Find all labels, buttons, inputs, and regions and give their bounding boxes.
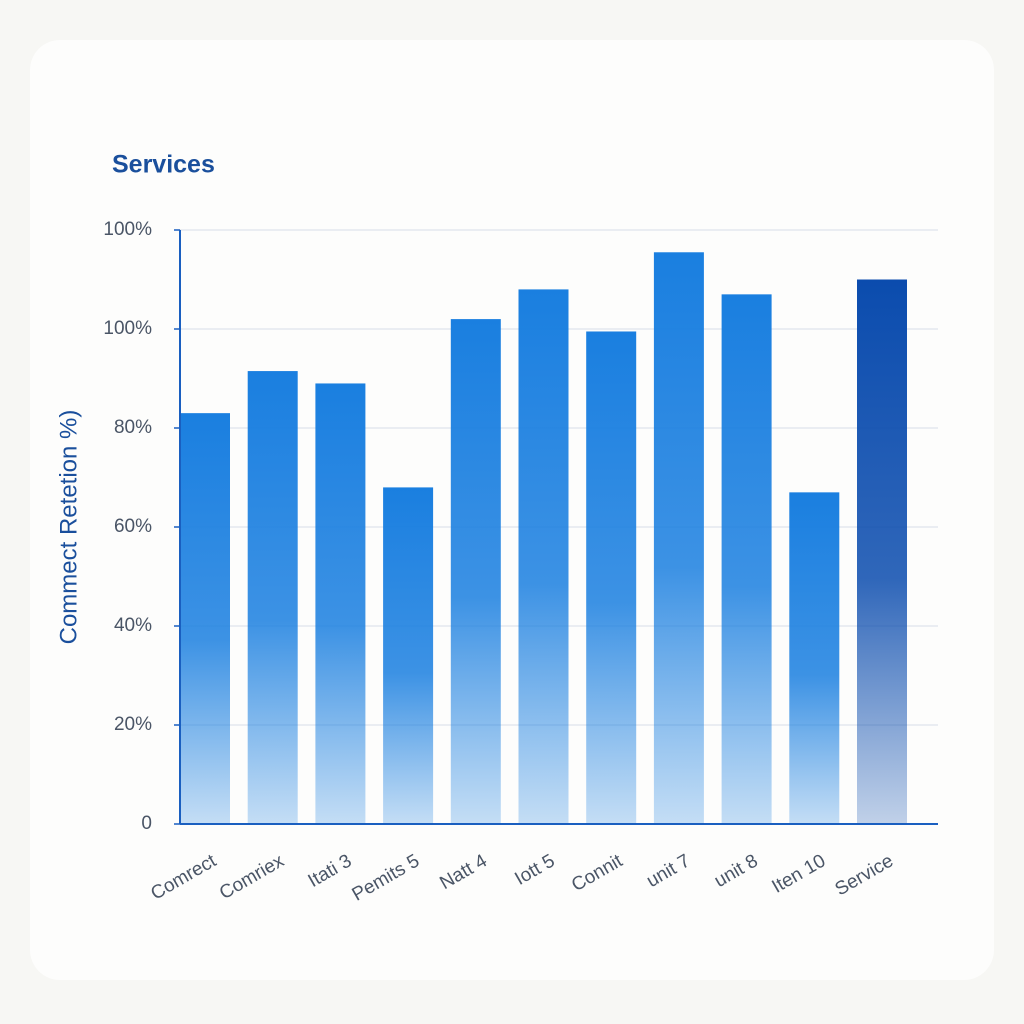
bar: [450, 319, 501, 824]
bar: [383, 487, 434, 824]
card: [30, 40, 994, 980]
y-axis-label: Commect Retetion %): [55, 410, 82, 645]
bar: [518, 289, 569, 824]
bar: [653, 252, 704, 824]
y-tick-label: 80%: [114, 417, 152, 438]
bar: [315, 383, 366, 824]
y-tick-label: 40%: [114, 615, 152, 636]
bar: [857, 279, 907, 824]
bar: [180, 413, 230, 824]
y-tick-label: 100%: [103, 318, 152, 339]
chart-title: Services: [112, 151, 215, 179]
y-tick-label: 20%: [114, 714, 152, 735]
bar: [721, 294, 772, 825]
y-tick-label: 60%: [114, 516, 152, 537]
y-tick-label: 0: [141, 813, 152, 834]
y-tick-label: 100%: [103, 219, 152, 240]
bar: [586, 331, 637, 824]
bar: [247, 371, 298, 824]
bar: [789, 492, 840, 824]
